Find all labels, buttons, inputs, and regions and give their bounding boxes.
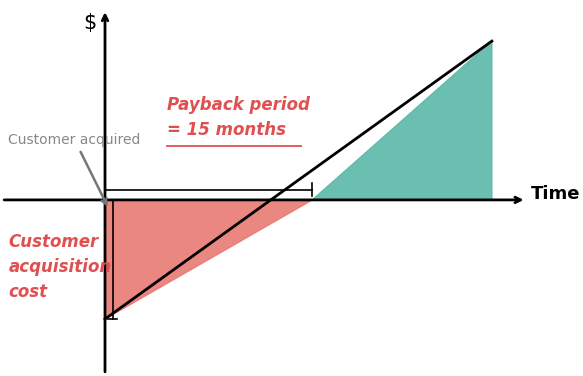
Text: Customer
acquisition
cost: Customer acquisition cost [8,233,111,301]
Text: $: $ [83,12,97,32]
Polygon shape [312,41,492,200]
Text: Time: Time [531,185,580,203]
Text: Customer acquired: Customer acquired [8,133,141,205]
Polygon shape [105,200,312,319]
Text: Payback period
= 15 months: Payback period = 15 months [167,96,310,139]
